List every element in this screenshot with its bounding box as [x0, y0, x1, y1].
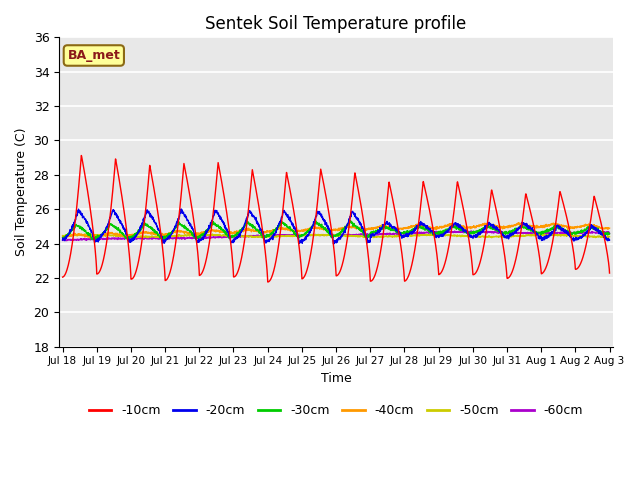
Title: Sentek Soil Temperature profile: Sentek Soil Temperature profile [205, 15, 467, 33]
Text: BA_met: BA_met [67, 49, 120, 62]
Legend: -10cm, -20cm, -30cm, -40cm, -50cm, -60cm: -10cm, -20cm, -30cm, -40cm, -50cm, -60cm [84, 399, 588, 422]
Y-axis label: Soil Temperature (C): Soil Temperature (C) [15, 128, 28, 256]
X-axis label: Time: Time [321, 372, 351, 385]
